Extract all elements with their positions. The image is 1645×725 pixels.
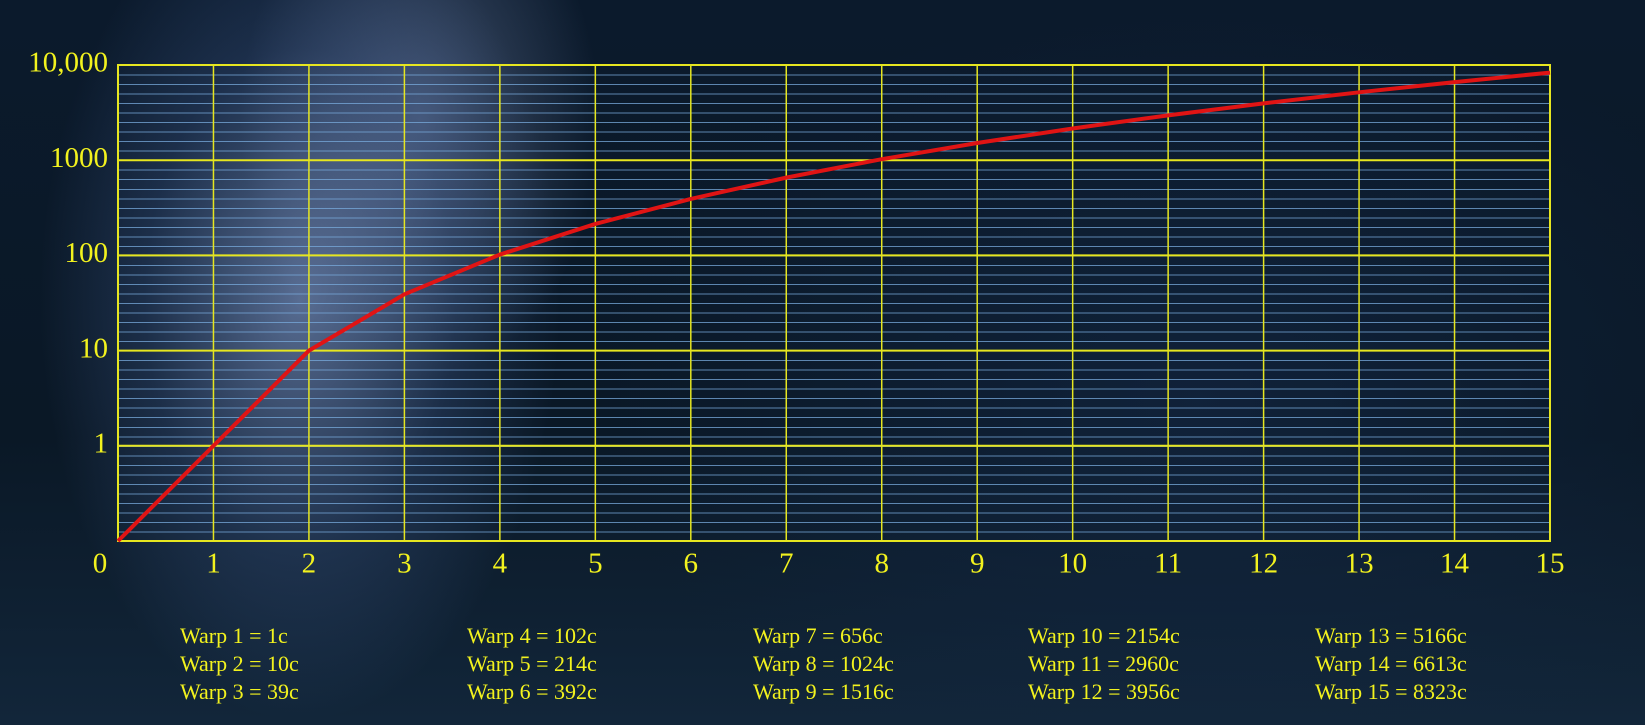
- x-tick-label: 9: [970, 548, 985, 580]
- x-tick-label: 14: [1440, 548, 1470, 580]
- y-tick-label: 10,000: [28, 47, 108, 79]
- x-tick-label: 13: [1345, 548, 1374, 580]
- warp-legend-entry: Warp 2 = 10c: [180, 651, 299, 676]
- warp-legend-entry: Warp 13 = 5166c: [1315, 623, 1467, 648]
- x-tick-label: 15: [1536, 548, 1565, 580]
- plot-border: [117, 64, 1551, 542]
- warp-legend-entry: Warp 1 = 1c: [180, 623, 288, 648]
- warp-legend-entry: Warp 11 = 2960c: [1028, 651, 1179, 676]
- warp-legend-entry: Warp 8 = 1024c: [753, 651, 894, 676]
- minor-grid: [118, 65, 1550, 541]
- warp-legend-entry: Warp 9 = 1516c: [753, 679, 894, 704]
- y-tick-label: 1: [94, 427, 109, 459]
- warp-line: [116, 70, 1551, 543]
- warp-legend-entry: Warp 12 = 3956c: [1028, 679, 1180, 704]
- warp-legend-entry: Warp 3 = 39c: [180, 679, 299, 704]
- warp-legend-entry: Warp 5 = 214c: [467, 651, 597, 676]
- warp-legend-entry: Warp 15 = 8323c: [1315, 679, 1467, 704]
- x-tick-label: 3: [397, 548, 412, 580]
- x-tick-label: 1: [206, 548, 221, 580]
- y-tick-label: 100: [65, 237, 109, 269]
- warp-legend-entry: Warp 6 = 392c: [467, 679, 597, 704]
- x-tick-label: 5: [588, 548, 603, 580]
- x-tick-label: 8: [874, 548, 889, 580]
- warp-legend-entry: Warp 14 = 6613c: [1315, 651, 1467, 676]
- x-tick-label: 0: [93, 548, 108, 580]
- x-tick-label: 6: [684, 548, 699, 580]
- x-tick-label: 7: [779, 548, 794, 580]
- warp-legend-entry: Warp 4 = 102c: [467, 623, 597, 648]
- x-tick-label: 11: [1154, 548, 1182, 580]
- warp-legend-entry: Warp 7 = 656c: [753, 623, 883, 648]
- x-tick-label: 4: [493, 548, 508, 580]
- y-tick-label: 1000: [50, 142, 108, 174]
- y-tick-label: 10: [79, 332, 108, 364]
- warp-legend-entry: Warp 10 = 2154c: [1028, 623, 1180, 648]
- x-tick-label: 12: [1249, 548, 1278, 580]
- x-tick-label: 2: [302, 548, 317, 580]
- x-tick-label: 10: [1058, 548, 1087, 580]
